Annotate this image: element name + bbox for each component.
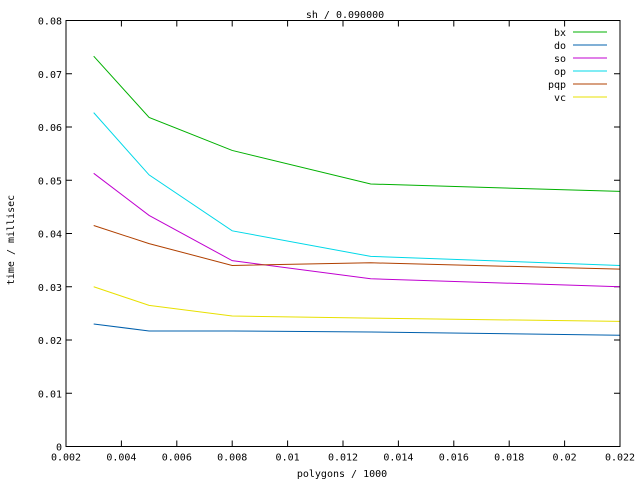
x-tick-label: 0.006 (162, 453, 192, 464)
y-tick-label: 0.03 (38, 283, 62, 294)
axis-ticks: 0.002 0.004 0.006 0.008 0.01 0.012 0.014 0.016 0… (38, 17, 635, 464)
series-line-do (93, 323, 621, 336)
x-tick-label: 0.014 (383, 453, 413, 464)
x-tick-label: 0.004 (106, 453, 136, 464)
x-tick-label: 0.016 (439, 453, 469, 464)
series-lines (93, 55, 621, 336)
x-tick-label: 0.018 (494, 453, 524, 464)
legend-label-do: do (554, 41, 566, 52)
plot-frame (65, 20, 621, 447)
series-line-bx (93, 55, 621, 192)
x-tick-label: 0.008 (217, 453, 247, 464)
legend-label-pqp: pqp (548, 80, 566, 91)
x-tick-label: 0.012 (328, 453, 358, 464)
y-axis-label: time / millisec (6, 195, 17, 285)
x-axis-label: polygons / 1000 (297, 469, 387, 480)
legend-label-bx: bx (554, 28, 566, 39)
series-line-vc (93, 286, 621, 322)
y-tick-label: 0 (56, 443, 62, 454)
series-line-op (93, 112, 621, 266)
legend: bx do so op pqp vc (548, 28, 607, 104)
y-tick-label: 0.06 (38, 123, 62, 134)
series-line-so (93, 172, 621, 288)
y-tick-label: 0.08 (38, 17, 62, 28)
y-tick-label: 0.05 (38, 176, 62, 187)
legend-label-so: so (554, 54, 566, 65)
x-tick-label: 0.01 (276, 453, 300, 464)
legend-label-vc: vc (554, 93, 566, 104)
x-tick-label: 0.022 (605, 453, 635, 464)
x-tick-label: 0.02 (553, 453, 577, 464)
y-tick-label: 0.07 (38, 70, 62, 81)
y-tick-label: 0.01 (38, 389, 62, 400)
chart-title: sh / 0.090000 (306, 10, 384, 21)
y-tick-label: 0.02 (38, 336, 62, 347)
x-tick-label: 0.002 (51, 453, 81, 464)
legend-label-op: op (554, 67, 566, 78)
y-tick-label: 0.04 (38, 230, 62, 241)
series-line-pqp (93, 225, 621, 270)
